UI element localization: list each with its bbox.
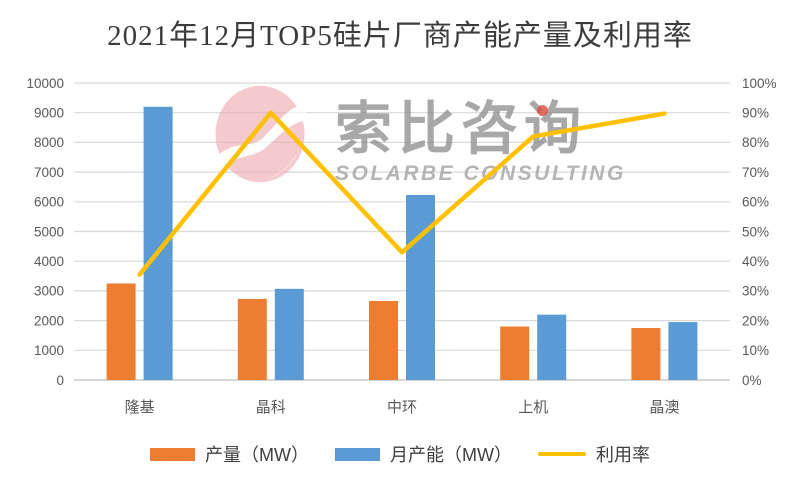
production-bar: [106, 283, 136, 380]
capacity-bar: [406, 194, 435, 380]
legend-swatch-utilization-line: [537, 452, 586, 456]
left-axis-tick-label: 4000: [34, 254, 64, 269]
chart-title: 2021年12月TOP5硅片厂商产能产量及利用率: [107, 20, 693, 52]
legend-item-production: 产量（MW）: [150, 441, 309, 467]
capacity-bar: [537, 314, 567, 380]
x-axis-category-label: 隆基: [125, 399, 155, 416]
right-axis-tick-label: 80%: [742, 135, 769, 150]
production-bar: [500, 326, 530, 380]
legend-swatch-capacity: [335, 447, 380, 461]
right-axis-tick-label: 70%: [742, 165, 769, 180]
right-axis-tick-label: 10%: [742, 343, 769, 358]
legend-label-production: 产量（MW）: [205, 445, 309, 465]
right-axis-tick-label: 0%: [742, 373, 762, 388]
capacity-bar: [668, 322, 698, 380]
legend-label-utilization: 利用率: [595, 445, 650, 465]
left-axis-tick-label: 0: [56, 373, 64, 388]
legend-item-utilization: 利用率: [537, 441, 650, 467]
utilization-line: [137, 110, 667, 277]
left-axis-tick-label: 6000: [34, 195, 64, 210]
production-bar: [369, 300, 398, 380]
x-axis-category-label: 晶科: [256, 399, 286, 416]
x-axis-category-label: 上机: [518, 399, 548, 416]
left-axis-tick-label: 9000: [34, 106, 64, 121]
production-bar: [237, 298, 267, 380]
legend-swatch-production: [150, 447, 196, 461]
left-axis-tick-label: 7000: [34, 165, 64, 180]
x-axis-category-label: 中环: [387, 399, 417, 416]
capacity-bar: [143, 106, 173, 380]
right-axis-tick-label: 100%: [742, 76, 777, 91]
right-axis-tick-label: 60%: [742, 195, 769, 210]
legend-item-capacity: 月产能（MW）: [335, 441, 512, 467]
right-axis-tick-label: 20%: [742, 313, 769, 328]
production-bar: [631, 328, 661, 380]
left-axis-tick-label: 8000: [34, 135, 64, 150]
legend-label-capacity: 月产能（MW）: [390, 445, 512, 465]
chart-legend: 产量（MW） 月产能（MW） 利用率: [0, 441, 800, 467]
left-axis-tick-label: 10000: [26, 76, 64, 91]
right-axis-tick-label: 40%: [742, 254, 769, 269]
left-axis-tick-label: 3000: [34, 284, 64, 299]
left-axis-tick-label: 5000: [34, 224, 64, 239]
capacity-bar: [274, 288, 304, 380]
right-axis-tick-label: 30%: [742, 284, 769, 299]
left-axis-tick-label: 2000: [34, 313, 64, 328]
left-axis-tick-label: 1000: [34, 343, 64, 358]
right-axis-tick-label: 50%: [742, 224, 769, 239]
right-axis-tick-label: 90%: [742, 106, 769, 121]
x-axis-category-label: 晶澳: [649, 399, 679, 416]
